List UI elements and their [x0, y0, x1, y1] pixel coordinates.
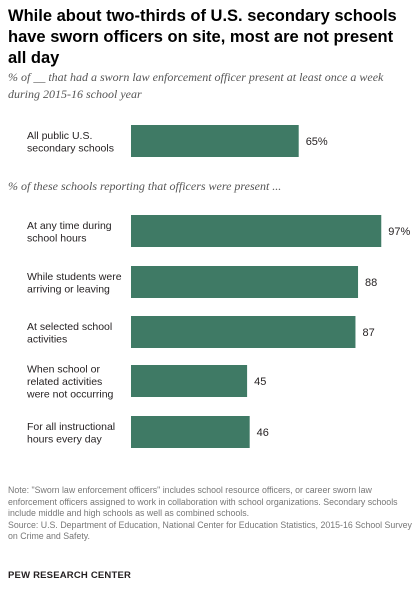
bar: [131, 125, 299, 157]
category-label-line: activities: [27, 333, 67, 345]
category-label: When school or related activities were not…: [26, 364, 114, 401]
value-label: 97%: [388, 226, 410, 238]
category-label: All public U.S. secondary schools: [27, 130, 114, 155]
bar: [131, 266, 359, 298]
category-label: For all instructional hours every day: [27, 421, 115, 446]
footnote-note: Note: "Sworn law enforcement officers" i…: [8, 485, 398, 519]
category-label-line: All public U.S.: [27, 130, 92, 142]
category-label-line: hours every day: [27, 433, 102, 445]
value-label: 46: [257, 427, 269, 439]
organization-name: PEW RESEARCH CENTER: [8, 570, 132, 581]
category-label-line: secondary schools: [27, 142, 114, 154]
category-label-line: For all instructional: [27, 421, 115, 433]
chart-subtitle: % of __ that had a sworn law enforcement…: [8, 70, 384, 101]
value-label: 45: [254, 376, 266, 388]
category-label-line: At selected school: [27, 321, 112, 333]
category-label-line: At any time during: [27, 220, 112, 232]
category-label: At selected school activities: [27, 321, 112, 346]
category-label: While students were arriving or leaving: [27, 271, 122, 296]
bar: [131, 215, 382, 247]
footnote: Note: "Sworn law enforcement officers" i…: [8, 485, 416, 543]
value-label: 87: [362, 327, 374, 339]
section-label: % of these schools reporting that office…: [8, 179, 282, 193]
bar-group-1: 65% All public U.S. secondary schools: [27, 125, 328, 157]
category-label-line: arriving or leaving: [27, 283, 110, 295]
category-label-line: were not occurring: [26, 389, 114, 401]
value-label: 65%: [306, 136, 328, 148]
category-label-line: While students were: [27, 271, 122, 283]
bar: [131, 365, 248, 397]
footnote-source: Source: U.S. Department of Education, Na…: [8, 519, 412, 542]
bar-group-2: 97% At any time during school hours 88 While…: [26, 215, 410, 448]
category-label-line: When school or: [27, 364, 100, 376]
category-label-line: related activities: [27, 376, 102, 388]
category-label-line: school hours: [27, 232, 87, 244]
value-label: 88: [365, 277, 377, 289]
category-label: At any time during school hours: [27, 220, 112, 245]
bar: [131, 416, 250, 448]
chart-title: While about two-thirds of U.S. secondary…: [8, 7, 397, 67]
bar: [131, 316, 356, 348]
